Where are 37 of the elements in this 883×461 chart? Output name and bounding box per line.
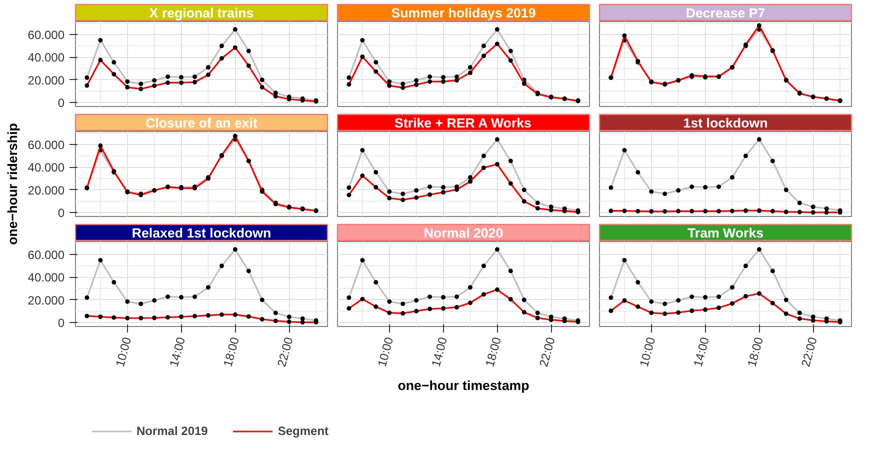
y-tick-label: 0 [58,316,65,330]
y-tick-label: 20.000 [28,73,65,88]
x-tick-label: 14:00 [690,335,712,368]
chart-title: Relaxed 1st lockdown [132,226,272,240]
chart-title: Summer holidays 2019 [391,6,536,20]
x-tick-label: 18:00 [744,335,766,368]
chart-title: Decrease P7 [686,6,766,20]
x-tick-label: 14:00 [166,335,188,368]
y-tick-label: 20.000 [28,183,65,198]
y-tick-label: 40.000 [28,50,65,65]
y-tick-label: 60.000 [28,248,65,262]
x-tick-label: 10:00 [374,335,396,368]
y-tick-label: 0 [58,206,65,220]
legend-label: Segment [278,424,329,438]
y-tick-label: 60.000 [28,28,65,42]
x-tick-label: 18:00 [482,335,504,368]
legend-label: Normal 2019 [136,424,208,438]
y-tick-label: 60.000 [28,138,65,152]
x-tick-label: 18:00 [220,335,242,368]
y-tick-label: 40.000 [28,160,65,175]
chart-title: X regional trains [149,6,254,20]
chart-title: Normal 2020 [424,226,504,240]
chart-title: 1st lockdown [683,116,768,130]
x-tick-label: 22:00 [798,335,820,368]
chart-title: Tram Works [687,226,764,240]
x-tick-label: 22:00 [536,335,558,368]
chart-title: Closure of an exit [146,116,258,130]
x-axis-title: one−hour timestamp [398,378,530,394]
y-tick-label: 0 [58,96,65,110]
y-axis-title: one−hour ridership [5,123,20,245]
x-tick-label: 14:00 [428,335,450,368]
x-tick-label: 22:00 [274,335,296,368]
x-tick-label: 10:00 [636,335,658,368]
y-tick-label: 40.000 [28,270,65,285]
chart-title: Strike + RER A Works [394,116,532,130]
x-tick-label: 10:00 [112,335,134,368]
y-tick-label: 20.000 [28,293,65,308]
